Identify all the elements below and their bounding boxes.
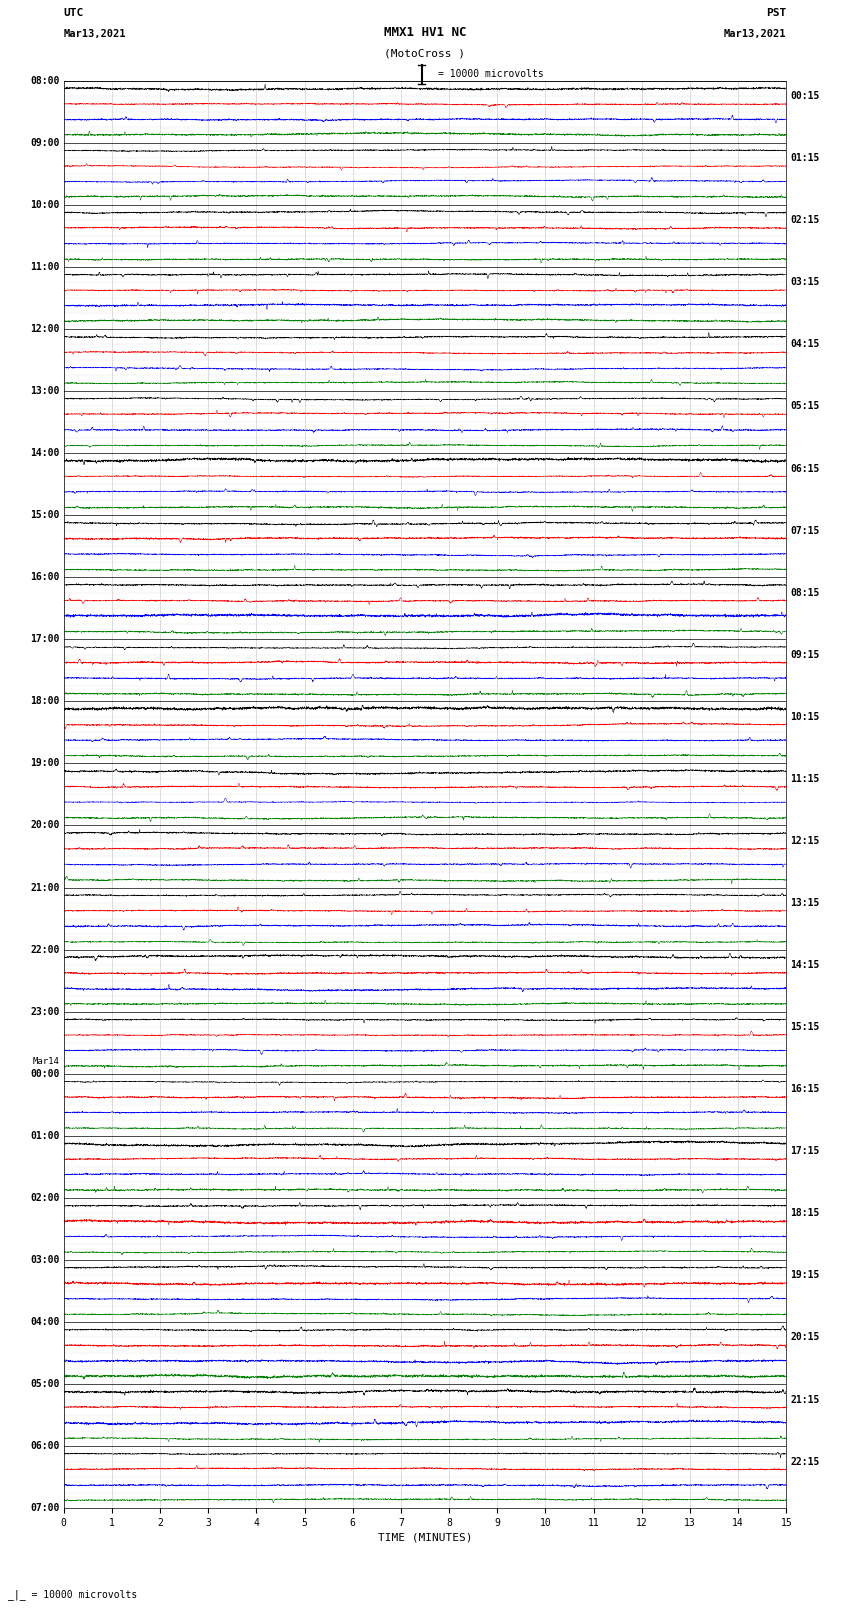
Text: 01:15: 01:15 [790, 153, 820, 163]
Text: = 10000 microvolts: = 10000 microvolts [438, 69, 543, 79]
Text: 03:15: 03:15 [790, 277, 820, 287]
Text: 00:15: 00:15 [790, 92, 820, 102]
Text: 08:00: 08:00 [30, 76, 60, 85]
Text: 18:00: 18:00 [30, 697, 60, 706]
Text: 05:00: 05:00 [30, 1379, 60, 1389]
Text: 18:15: 18:15 [790, 1208, 820, 1218]
Text: 02:00: 02:00 [30, 1194, 60, 1203]
Text: 16:15: 16:15 [790, 1084, 820, 1094]
Text: 06:15: 06:15 [790, 463, 820, 474]
Text: 03:00: 03:00 [30, 1255, 60, 1265]
Text: 00:00: 00:00 [30, 1069, 60, 1079]
Text: 15:15: 15:15 [790, 1023, 820, 1032]
Text: 09:15: 09:15 [790, 650, 820, 660]
Text: 14:00: 14:00 [30, 448, 60, 458]
Text: 15:00: 15:00 [30, 510, 60, 519]
Text: 17:00: 17:00 [30, 634, 60, 644]
Text: 04:15: 04:15 [790, 339, 820, 350]
Text: 20:00: 20:00 [30, 821, 60, 831]
X-axis label: TIME (MINUTES): TIME (MINUTES) [377, 1532, 473, 1542]
Text: 19:00: 19:00 [30, 758, 60, 768]
Text: 06:00: 06:00 [30, 1440, 60, 1452]
Text: 10:00: 10:00 [30, 200, 60, 210]
Text: 07:00: 07:00 [30, 1503, 60, 1513]
Text: 08:15: 08:15 [790, 587, 820, 598]
Text: 05:15: 05:15 [790, 402, 820, 411]
Text: MMX1 HV1 NC: MMX1 HV1 NC [383, 26, 467, 39]
Text: 11:15: 11:15 [790, 774, 820, 784]
Text: Mar14: Mar14 [32, 1057, 60, 1066]
Text: 02:15: 02:15 [790, 215, 820, 226]
Text: 14:15: 14:15 [790, 960, 820, 969]
Text: Mar13,2021: Mar13,2021 [64, 29, 127, 39]
Text: 04:00: 04:00 [30, 1316, 60, 1327]
Text: UTC: UTC [64, 8, 84, 18]
Text: PST: PST [766, 8, 786, 18]
Text: 01:00: 01:00 [30, 1131, 60, 1140]
Text: 19:15: 19:15 [790, 1271, 820, 1281]
Text: 20:15: 20:15 [790, 1332, 820, 1342]
Text: 09:00: 09:00 [30, 137, 60, 148]
Text: 21:00: 21:00 [30, 882, 60, 892]
Text: _|_ = 10000 microvolts: _|_ = 10000 microvolts [8, 1589, 138, 1600]
Text: 12:15: 12:15 [790, 836, 820, 845]
Text: 16:00: 16:00 [30, 573, 60, 582]
Text: 17:15: 17:15 [790, 1147, 820, 1157]
Text: (MotoCross ): (MotoCross ) [384, 48, 466, 58]
Text: 07:15: 07:15 [790, 526, 820, 536]
Text: 13:15: 13:15 [790, 898, 820, 908]
Text: 22:15: 22:15 [790, 1457, 820, 1466]
Text: 23:00: 23:00 [30, 1007, 60, 1016]
Text: 11:00: 11:00 [30, 261, 60, 273]
Text: 21:15: 21:15 [790, 1395, 820, 1405]
Text: Mar13,2021: Mar13,2021 [723, 29, 786, 39]
Text: 22:00: 22:00 [30, 945, 60, 955]
Text: 10:15: 10:15 [790, 711, 820, 723]
Text: 13:00: 13:00 [30, 386, 60, 395]
Text: 12:00: 12:00 [30, 324, 60, 334]
